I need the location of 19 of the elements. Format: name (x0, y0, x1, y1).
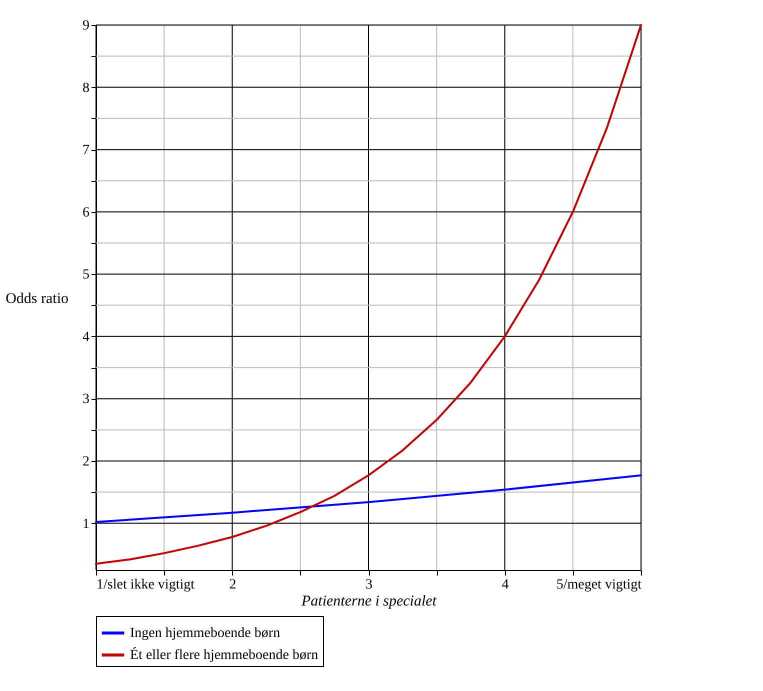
y-tick-label: 3 (82, 392, 90, 408)
line-series (95, 474, 642, 524)
x-tick-label: 3 (366, 578, 372, 592)
x-tick-label: 1/slet ikke vigtigt (96, 578, 195, 592)
legend-label: Ingen hjemmeboende børn (130, 626, 280, 641)
y-tick-label: 6 (82, 205, 90, 220)
y-tick-label: 8 (82, 80, 90, 96)
y-tick-label: 5 (82, 268, 90, 283)
x-tick-label: 4 (502, 578, 509, 592)
x-tick-label: 5/meget vigtigt (556, 578, 642, 592)
y-tick-label: 2 (82, 454, 90, 470)
y-tick-label: 9 (82, 18, 90, 34)
y-axis-title: Odds ratio (6, 291, 68, 307)
y-tick-label: 7 (82, 143, 90, 158)
x-tick-label: 2 (229, 578, 236, 592)
x-axis-title: Patienterne i specialet (300, 594, 438, 610)
legend-label: Ét eller flere hjemmeboende børn (130, 646, 318, 663)
y-tick-label: 4 (82, 330, 90, 345)
y-tick-label: 1 (82, 516, 90, 532)
